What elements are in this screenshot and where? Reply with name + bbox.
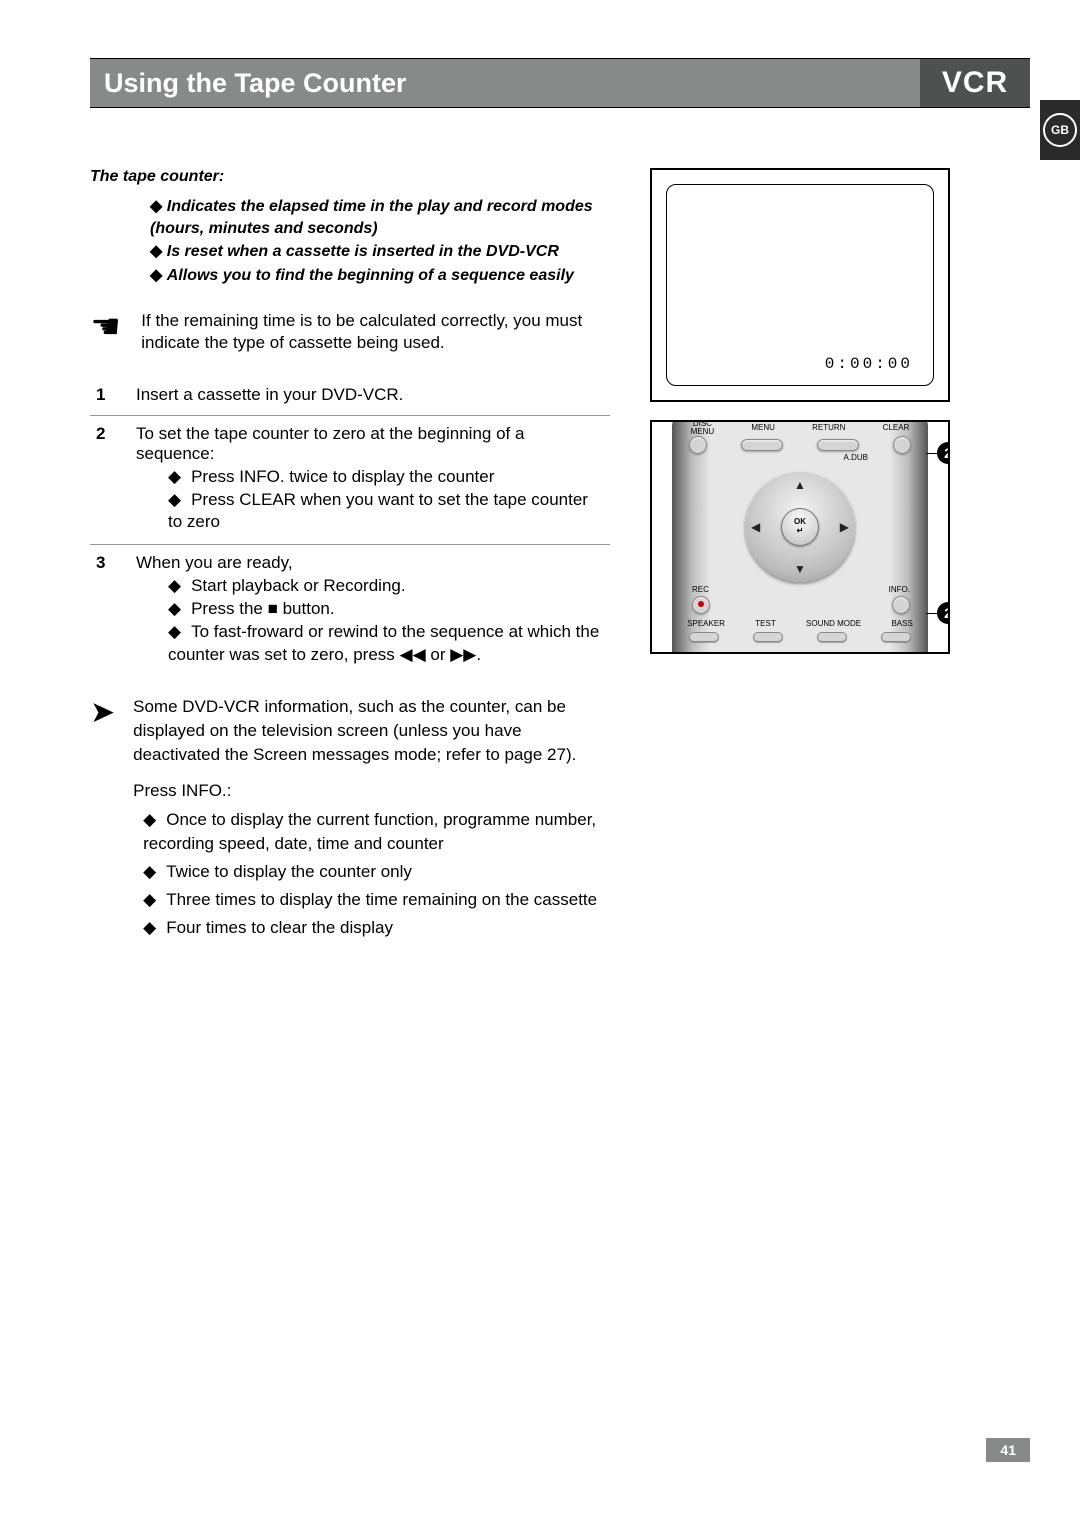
substep: To fast-froward or rewind to the sequenc… bbox=[168, 621, 604, 667]
dpad-up-icon: ▲ bbox=[794, 478, 806, 492]
remote-label-info: INFO. bbox=[889, 586, 910, 594]
pointing-hand-icon: ☚ bbox=[90, 310, 121, 354]
info-note-item: Four times to clear the display bbox=[143, 916, 610, 940]
dpad-left-icon: ◀ bbox=[751, 520, 760, 534]
intro-bullet: Indicates the elapsed time in the play a… bbox=[150, 196, 610, 239]
remote-label-soundmode: SOUND MODE bbox=[806, 620, 861, 628]
bass-button bbox=[881, 632, 911, 642]
step-sublist: Press INFO. twice to display the counter… bbox=[136, 466, 604, 535]
step-number: 1 bbox=[90, 377, 130, 416]
screen-border: 0:00:00 bbox=[666, 184, 934, 386]
steps-table: 1 Insert a cassette in your DVD-VCR. 2 T… bbox=[90, 377, 610, 678]
remote-label-menu: MENU bbox=[751, 424, 775, 432]
intro-bullet: Allows you to find the beginning of a se… bbox=[150, 265, 610, 287]
step-number: 2 bbox=[90, 415, 130, 545]
important-note: ☚ If the remaining time is to be calcula… bbox=[90, 310, 610, 354]
important-note-text: If the remaining time is to be calculate… bbox=[141, 310, 610, 354]
step-row: 2 To set the tape counter to zero at the… bbox=[90, 415, 610, 545]
intro-heading: The tape counter: bbox=[90, 168, 610, 186]
remote-label-test: TEST bbox=[755, 620, 775, 628]
tv-screen-illustration: 0:00:00 bbox=[650, 168, 950, 402]
remote-label-return: RETURN bbox=[812, 424, 845, 432]
test-button bbox=[753, 632, 783, 642]
substep: Press the ■ button. bbox=[168, 598, 604, 621]
step-row: 3 When you are ready, Start playback or … bbox=[90, 545, 610, 677]
info-note-press: Press INFO.: bbox=[133, 779, 610, 803]
step-text: To set the tape counter to zero at the b… bbox=[130, 415, 610, 545]
page-number: 41 bbox=[986, 1438, 1030, 1462]
info-note-item: Once to display the current function, pr… bbox=[143, 808, 610, 856]
substep: Press INFO. twice to display the counter bbox=[168, 466, 604, 489]
dpad-right-icon: ▶ bbox=[840, 520, 849, 534]
info-note-body: Some DVD-VCR information, such as the co… bbox=[133, 695, 610, 939]
remote-label-clear: CLEAR bbox=[883, 424, 910, 432]
menu-button bbox=[741, 439, 783, 451]
section-tag: VCR bbox=[920, 59, 1030, 107]
info-note: ➤ Some DVD-VCR information, such as the … bbox=[90, 695, 610, 939]
remote-label-bass: BASS bbox=[891, 620, 912, 628]
callout-badge: 2 bbox=[937, 602, 950, 624]
remote-btn-row-1 bbox=[672, 436, 928, 454]
info-button bbox=[892, 596, 910, 614]
step-sublist: Start playback or Recording. Press the ■… bbox=[136, 575, 604, 667]
clear-button bbox=[893, 436, 911, 454]
remote-illustration: DISC MENU MENU RETURN CLEAR A.DUB ▲ bbox=[650, 420, 950, 654]
info-note-item: Twice to display the counter only bbox=[143, 860, 610, 884]
callout-badge: 2 bbox=[937, 442, 950, 464]
remote-label-rec: REC bbox=[692, 586, 709, 594]
page-title: Using the Tape Counter bbox=[90, 59, 920, 107]
right-column: 0:00:00 DISC MENU MENU RETURN CLEAR bbox=[650, 168, 950, 939]
soundmode-button bbox=[817, 632, 847, 642]
arrow-note-icon: ➤ bbox=[90, 695, 115, 939]
language-tab: GB bbox=[1040, 100, 1080, 160]
substep: Press CLEAR when you want to set the tap… bbox=[168, 489, 604, 535]
enter-icon: ↵ bbox=[797, 527, 804, 536]
info-note-lead: Some DVD-VCR information, such as the co… bbox=[133, 695, 610, 766]
remote-body: DISC MENU MENU RETURN CLEAR A.DUB ▲ bbox=[672, 420, 928, 654]
step-row: 1 Insert a cassette in your DVD-VCR. bbox=[90, 377, 610, 416]
remote-btn-row-4 bbox=[672, 632, 928, 642]
title-bar: Using the Tape Counter VCR bbox=[90, 58, 1030, 108]
step-number: 3 bbox=[90, 545, 130, 677]
disc-menu-button bbox=[689, 436, 707, 454]
on-screen-counter: 0:00:00 bbox=[825, 355, 913, 373]
intro-bullet: Is reset when a cassette is inserted in … bbox=[150, 241, 610, 263]
left-column: The tape counter: Indicates the elapsed … bbox=[90, 168, 610, 939]
manual-page: Using the Tape Counter VCR The tape coun… bbox=[0, 0, 1080, 1520]
remote-label-speaker: SPEAKER bbox=[687, 620, 725, 628]
intro-bullet-list: Indicates the elapsed time in the play a… bbox=[90, 196, 610, 286]
content-area: The tape counter: Indicates the elapsed … bbox=[90, 168, 1030, 939]
remote-label-row-4: SPEAKER TEST SOUND MODE BASS bbox=[672, 620, 928, 628]
step-text: When you are ready, Start playback or Re… bbox=[130, 545, 610, 677]
info-note-list: Once to display the current function, pr… bbox=[133, 808, 610, 939]
info-note-item: Three times to display the time remainin… bbox=[143, 888, 610, 912]
remote-label-disc-menu: DISC MENU bbox=[691, 420, 715, 437]
return-button bbox=[817, 439, 859, 451]
ok-button: OK ↵ bbox=[781, 508, 819, 546]
language-badge: GB bbox=[1043, 113, 1077, 147]
dpad: ▲ ▼ ◀ ▶ OK ↵ bbox=[745, 472, 855, 582]
speaker-button bbox=[689, 632, 719, 642]
step-text: Insert a cassette in your DVD-VCR. bbox=[130, 377, 610, 416]
remote-label-adub: A.DUB bbox=[844, 454, 868, 462]
dpad-down-icon: ▼ bbox=[794, 562, 806, 576]
substep: Start playback or Recording. bbox=[168, 575, 604, 598]
remote-label-row-1: DISC MENU MENU RETURN CLEAR bbox=[672, 420, 928, 437]
rec-dot-icon bbox=[698, 601, 704, 607]
